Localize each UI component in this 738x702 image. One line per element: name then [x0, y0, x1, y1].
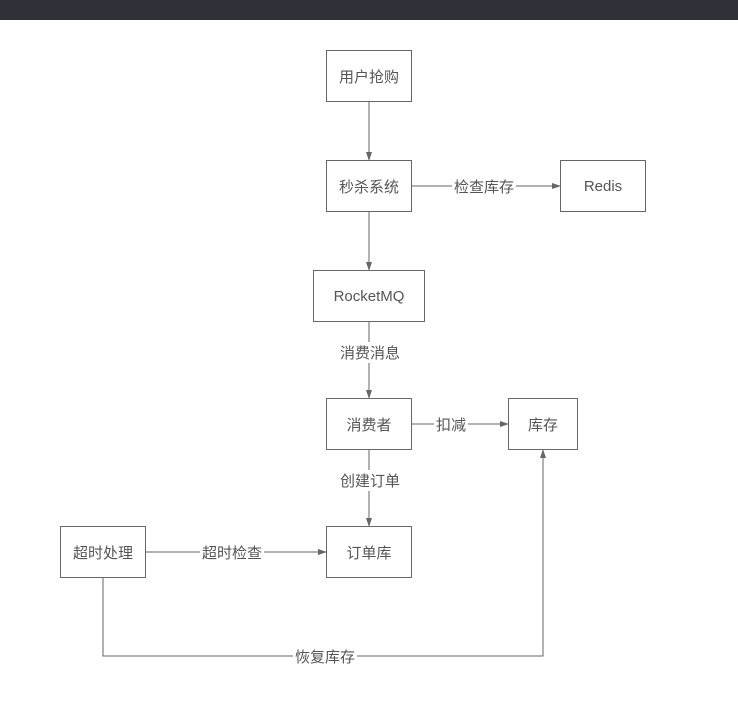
node-user: 用户抢购	[326, 50, 412, 102]
node-timeout: 超时处理	[60, 526, 146, 578]
flowchart-canvas: 用户抢购秒杀系统 Redis RocketMQ 消费者 库存订单库 超时处理 检查库存消费…	[0, 20, 738, 702]
edge-label-mq-consumer: 消费消息	[338, 342, 402, 363]
node-orderdb: 订单库	[326, 526, 412, 578]
window-topbar	[0, 0, 738, 20]
edge-label-consumer-orderdb: 创建订单	[338, 470, 402, 491]
node-redis: Redis	[560, 160, 646, 212]
edge-label-timeout-orderdb: 超时检查	[200, 542, 264, 563]
node-mq: RocketMQ	[313, 270, 425, 322]
node-seckill: 秒杀系统	[326, 160, 412, 212]
edge-label-seckill-redis: 检查库存	[452, 176, 516, 197]
edge-label-timeout-stock: 恢复库存	[293, 646, 357, 667]
edge-label-consumer-stock: 扣减	[434, 414, 468, 435]
node-consumer: 消费者	[326, 398, 412, 450]
node-stock: 库存	[508, 398, 578, 450]
edge-timeout-stock	[103, 450, 543, 656]
